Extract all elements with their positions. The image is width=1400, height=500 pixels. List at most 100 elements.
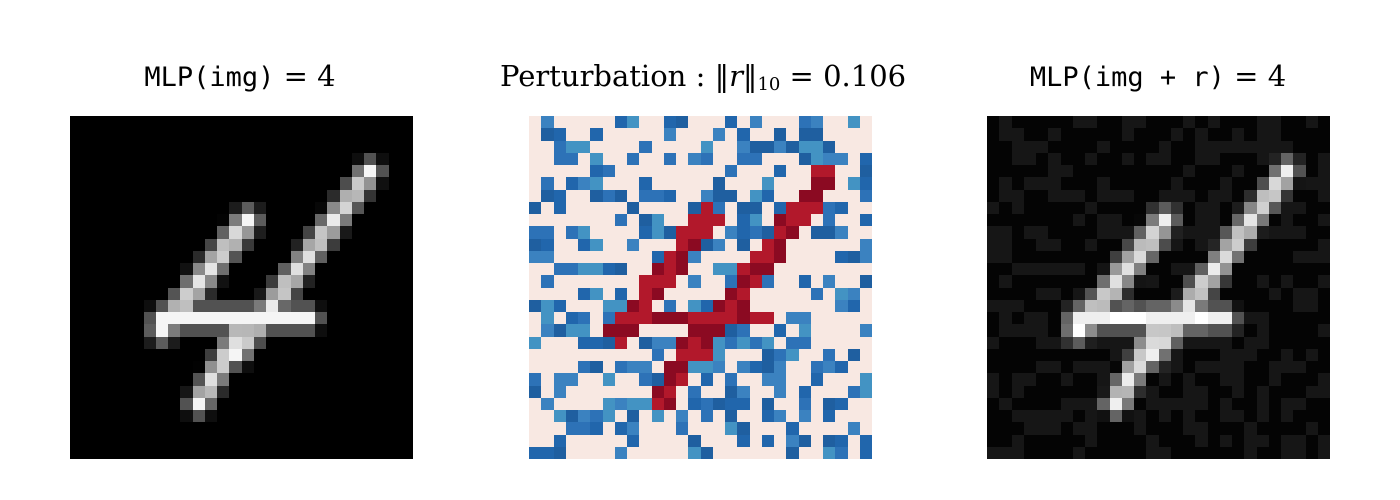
perturbation-pixel [688, 141, 700, 153]
perturbation-pixel [554, 251, 566, 263]
pixel [351, 385, 364, 398]
pixel [1072, 226, 1085, 239]
pixel [1146, 152, 1159, 165]
pixel [131, 312, 144, 325]
pixel [1317, 397, 1330, 410]
pixel [400, 128, 413, 141]
perturbation-pixel [590, 373, 602, 385]
pixel [253, 348, 266, 361]
pixel [1072, 373, 1085, 386]
pixel [400, 348, 413, 361]
pixel [1268, 361, 1281, 374]
perturbation-pixel [663, 336, 676, 349]
perturbation-pixel [639, 189, 652, 202]
pixel [1281, 397, 1294, 410]
pixel [999, 324, 1012, 337]
pixel [1134, 336, 1147, 349]
pixel [1170, 397, 1183, 410]
pixel [1146, 312, 1159, 325]
perturbation-pixel [529, 385, 542, 398]
pixel [155, 410, 168, 423]
pixel [376, 336, 389, 349]
pixel [192, 201, 205, 214]
perturbation-pixel [774, 275, 786, 287]
perturbation-pixel [737, 177, 749, 189]
pixel [315, 385, 328, 398]
pixel [1072, 177, 1085, 190]
pixel [1048, 299, 1061, 312]
pixel [82, 116, 95, 129]
pixel [106, 128, 119, 141]
pixel [131, 263, 144, 276]
perturbation-pixel [627, 226, 639, 238]
pixel [1048, 189, 1061, 202]
perturbation-pixel [835, 165, 847, 177]
pixel [315, 128, 328, 141]
perturbation-pixel [541, 250, 554, 263]
pixel [131, 201, 144, 214]
pixel [1097, 152, 1110, 165]
perturbation-pixel [676, 226, 689, 239]
pixel [70, 165, 83, 178]
pixel [241, 177, 254, 190]
pixel [70, 214, 83, 227]
perturbation-pixel [651, 312, 664, 325]
perturbation-pixel [553, 152, 566, 165]
pixel [327, 312, 340, 325]
pixel [119, 177, 132, 190]
pixel [229, 422, 242, 435]
pixel [1305, 287, 1318, 300]
pixel [192, 287, 205, 300]
pixel [987, 299, 1000, 312]
pixel [1232, 140, 1245, 153]
perturbation-pixel [651, 189, 664, 202]
pixel [999, 189, 1012, 202]
perturbation-pixel [860, 398, 872, 410]
perturbed-image [987, 116, 1330, 459]
pixel [155, 275, 168, 288]
perturbation-pixel [627, 422, 640, 435]
perturbation-pixel [700, 226, 713, 239]
perturbation-pixel [810, 116, 823, 129]
pixel [1281, 312, 1294, 325]
pixel [388, 434, 401, 447]
pixel [999, 128, 1012, 141]
pixel [315, 250, 328, 263]
pixel [70, 177, 83, 190]
pixel [1219, 324, 1232, 337]
pixel [155, 177, 168, 190]
perturbation-pixel [713, 116, 725, 128]
pixel [1195, 312, 1208, 325]
pixel [339, 189, 352, 202]
perturbation-pixel [725, 189, 738, 202]
pixel [302, 238, 315, 251]
pixel [266, 116, 279, 129]
pixel [1158, 152, 1171, 165]
pixel [119, 201, 132, 214]
perturbation-pixel [639, 214, 652, 227]
pixel [131, 152, 144, 165]
perturbation-pixel [676, 250, 689, 263]
perturbation-pixel [541, 386, 553, 398]
pixel [1121, 361, 1134, 374]
pixel [290, 348, 303, 361]
pixel [1011, 434, 1024, 447]
perturbation-pixel [603, 239, 615, 251]
perturbation-pixel [553, 299, 566, 312]
pixel [180, 152, 193, 165]
pixel [1097, 165, 1110, 178]
perturbation-pixel [859, 250, 872, 263]
pixel [1011, 263, 1024, 276]
perturbation-pixel [810, 177, 823, 190]
pixel [204, 214, 217, 227]
pixel [204, 434, 217, 447]
pixel [1072, 422, 1085, 435]
pixel [1048, 152, 1061, 165]
pixel [1011, 410, 1024, 423]
perturbation-pixel [529, 226, 542, 239]
pixel [1023, 312, 1036, 325]
pixel [82, 128, 95, 141]
pixel [1134, 201, 1147, 214]
pixel [94, 250, 107, 263]
pixel [155, 324, 168, 337]
